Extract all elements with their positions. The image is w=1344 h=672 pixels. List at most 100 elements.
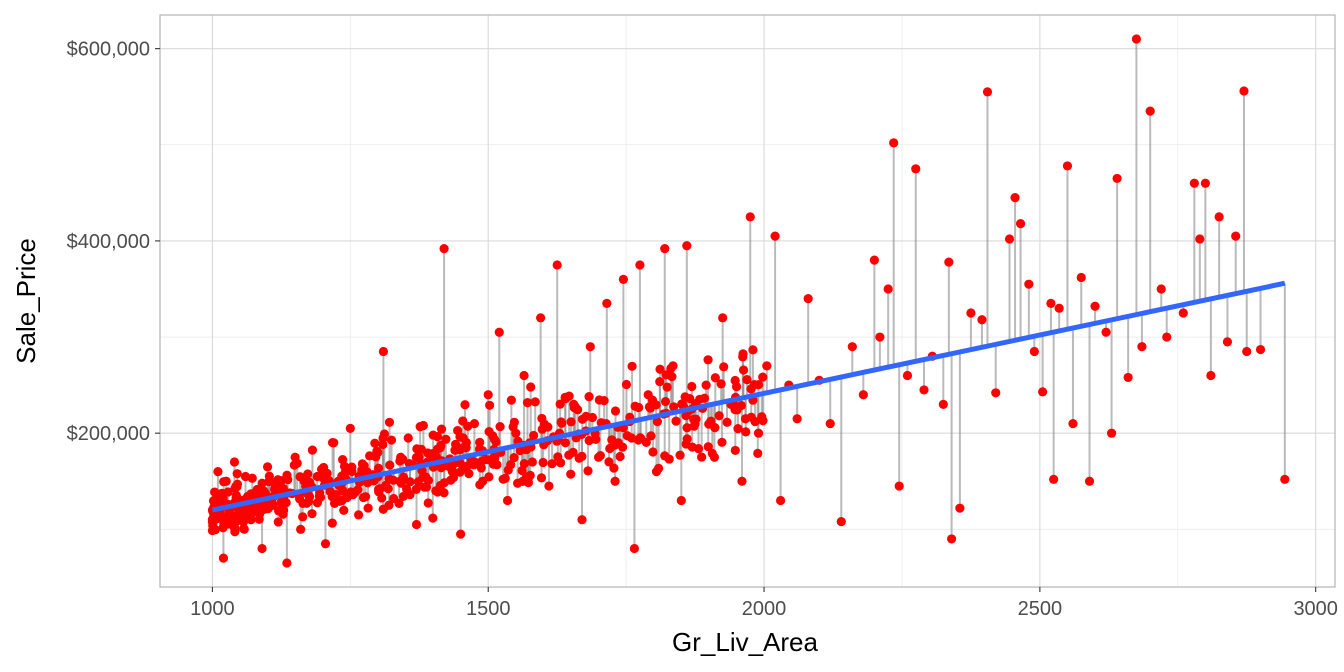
data-point xyxy=(1029,346,1039,357)
data-point xyxy=(1038,387,1048,397)
data-point xyxy=(436,440,446,450)
data-point xyxy=(587,412,598,423)
data-point xyxy=(1156,284,1166,294)
data-point xyxy=(459,463,469,473)
data-point xyxy=(318,463,328,473)
data-point xyxy=(1200,178,1210,188)
data-point xyxy=(894,481,904,491)
data-point xyxy=(353,485,363,495)
data-point xyxy=(664,454,674,464)
data-point xyxy=(282,470,292,480)
data-point xyxy=(432,487,443,497)
data-point xyxy=(577,515,587,525)
x-tick-label: 1000 xyxy=(190,598,235,620)
data-point xyxy=(428,430,438,440)
data-point xyxy=(966,308,976,318)
data-point xyxy=(1145,106,1155,116)
data-point xyxy=(411,452,421,463)
data-point xyxy=(836,517,846,527)
data-point xyxy=(731,381,742,392)
data-point xyxy=(627,361,637,371)
data-point xyxy=(218,553,229,563)
data-point xyxy=(1231,231,1241,241)
data-point xyxy=(566,417,576,427)
data-point xyxy=(610,476,620,486)
data-point xyxy=(1280,474,1290,484)
data-point xyxy=(360,492,371,502)
data-point xyxy=(689,421,699,431)
data-point xyxy=(498,474,508,484)
data-point xyxy=(477,456,487,466)
y-tick-label: $600,000 xyxy=(67,39,150,61)
data-point xyxy=(460,400,470,410)
data-point xyxy=(655,377,665,387)
data-point xyxy=(938,399,948,409)
data-point xyxy=(733,424,743,434)
data-point xyxy=(246,489,256,499)
data-point xyxy=(526,382,536,392)
data-point xyxy=(947,534,957,544)
data-point xyxy=(770,231,780,241)
data-point xyxy=(327,438,338,448)
data-point xyxy=(458,433,468,443)
data-point xyxy=(675,450,685,460)
data-point xyxy=(1206,370,1216,381)
data-point xyxy=(423,498,433,508)
data-point xyxy=(363,503,373,513)
data-point xyxy=(405,477,415,487)
data-point xyxy=(618,274,628,284)
data-point xyxy=(687,381,697,392)
data-point xyxy=(678,400,688,410)
data-point xyxy=(847,342,857,352)
data-point xyxy=(241,513,252,523)
data-point xyxy=(746,412,756,422)
data-point xyxy=(1004,234,1015,244)
data-point xyxy=(419,482,430,492)
data-point xyxy=(353,510,364,520)
data-point xyxy=(552,260,562,270)
data-point xyxy=(475,437,485,448)
data-point xyxy=(522,398,533,408)
data-point xyxy=(262,462,273,472)
data-point xyxy=(652,417,662,427)
data-point xyxy=(506,395,516,405)
data-point xyxy=(629,543,640,554)
data-point xyxy=(485,400,495,410)
data-point xyxy=(1162,332,1172,342)
x-tick-label: 1500 xyxy=(466,598,511,620)
data-point xyxy=(1239,86,1249,96)
data-point xyxy=(991,388,1001,398)
data-point xyxy=(902,370,913,381)
data-point xyxy=(339,505,349,515)
fit-line-group xyxy=(211,280,1286,513)
data-point xyxy=(439,244,449,254)
data-point xyxy=(889,138,899,148)
data-point xyxy=(635,260,645,270)
data-point xyxy=(509,452,519,463)
data-point xyxy=(274,506,284,516)
data-point xyxy=(636,433,646,444)
data-point xyxy=(737,476,747,486)
data-point xyxy=(255,509,265,519)
data-point xyxy=(1137,342,1147,352)
data-point xyxy=(453,425,463,436)
data-point xyxy=(1214,212,1224,222)
data-point xyxy=(707,448,717,459)
data-point xyxy=(585,342,595,352)
data-point xyxy=(944,257,954,267)
data-point xyxy=(753,448,763,458)
data-point xyxy=(412,444,422,454)
fit-line xyxy=(211,280,1286,513)
panel-border xyxy=(159,14,1336,588)
data-point xyxy=(446,475,456,485)
y-axis-title: Sale_Price xyxy=(11,238,41,364)
data-point xyxy=(710,373,720,383)
data-point xyxy=(718,313,728,323)
data-point xyxy=(564,450,574,460)
data-point xyxy=(602,298,612,309)
data-point xyxy=(762,361,772,371)
data-point xyxy=(1068,418,1078,429)
data-point xyxy=(273,475,283,485)
data-point xyxy=(475,480,485,490)
data-point xyxy=(741,427,751,437)
